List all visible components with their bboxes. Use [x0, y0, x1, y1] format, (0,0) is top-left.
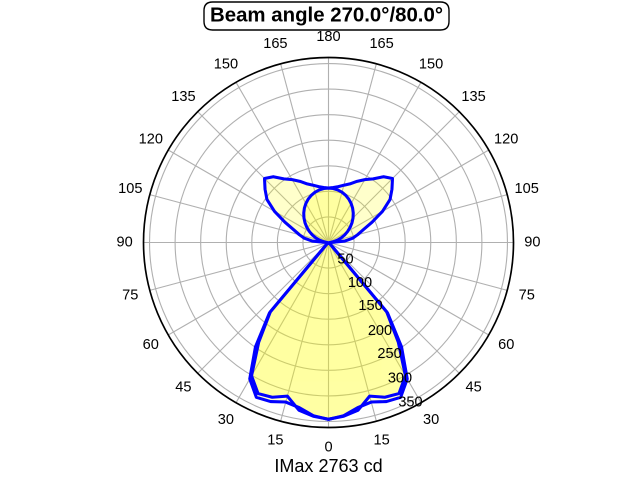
svg-text:0: 0 — [324, 439, 332, 455]
svg-text:250: 250 — [377, 346, 401, 362]
svg-text:105: 105 — [515, 181, 539, 197]
svg-text:350: 350 — [398, 394, 422, 410]
svg-text:50: 50 — [337, 251, 353, 267]
svg-text:90: 90 — [116, 234, 132, 250]
svg-text:60: 60 — [498, 337, 514, 353]
svg-text:150: 150 — [419, 57, 443, 73]
svg-text:105: 105 — [118, 181, 142, 197]
svg-text:165: 165 — [369, 36, 393, 52]
svg-text:180: 180 — [316, 29, 340, 45]
svg-text:15: 15 — [267, 432, 283, 448]
svg-text:IMax 2763 cd: IMax 2763 cd — [274, 456, 382, 476]
svg-text:165: 165 — [263, 36, 287, 52]
svg-text:90: 90 — [524, 234, 540, 250]
svg-text:60: 60 — [143, 337, 159, 353]
svg-text:75: 75 — [519, 287, 535, 303]
svg-text:45: 45 — [175, 379, 191, 395]
svg-text:75: 75 — [122, 287, 138, 303]
svg-text:45: 45 — [465, 379, 481, 395]
svg-text:15: 15 — [374, 432, 390, 448]
svg-text:30: 30 — [218, 412, 234, 428]
svg-text:135: 135 — [461, 89, 485, 105]
svg-text:120: 120 — [139, 132, 163, 148]
svg-text:150: 150 — [214, 57, 238, 73]
svg-text:30: 30 — [423, 412, 439, 428]
svg-text:135: 135 — [171, 89, 195, 105]
svg-text:Beam angle 270.0°/80.0°: Beam angle 270.0°/80.0° — [210, 4, 443, 26]
svg-text:120: 120 — [494, 132, 518, 148]
svg-text:200: 200 — [368, 323, 392, 339]
svg-text:300: 300 — [388, 370, 412, 386]
svg-text:100: 100 — [348, 275, 372, 291]
svg-text:150: 150 — [358, 298, 382, 314]
